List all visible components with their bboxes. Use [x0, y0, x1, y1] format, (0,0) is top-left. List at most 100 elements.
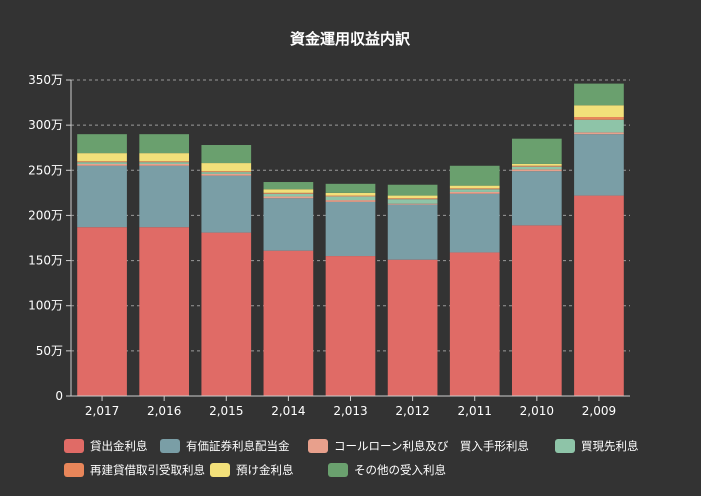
y-tick-label: 350万: [28, 73, 63, 87]
legend-swatch[interactable]: [328, 463, 348, 477]
bar-segment[interactable]: [325, 195, 376, 197]
bar-segment[interactable]: [77, 227, 127, 396]
legend-swatch[interactable]: [64, 439, 84, 453]
bar-segment[interactable]: [77, 163, 127, 166]
legend: 貸出金利息 有価証券利息配当金 コールローン利息及び 買入手形利息 買現先利息再建貸借…: [64, 439, 639, 477]
legend-label[interactable]: コールローン利息及び 買入手形利息: [334, 439, 529, 453]
bar-segment[interactable]: [511, 163, 562, 166]
bar-segment[interactable]: [511, 138, 562, 164]
bar-segment[interactable]: [387, 198, 438, 200]
legend-label[interactable]: その他の受入利息: [354, 463, 446, 477]
bar-segment[interactable]: [511, 171, 562, 226]
bar-segment[interactable]: [201, 145, 252, 164]
bar-segment[interactable]: [387, 259, 438, 396]
bar-segment[interactable]: [77, 162, 127, 164]
bar-segment[interactable]: [201, 232, 252, 396]
bar-segment[interactable]: [325, 192, 376, 196]
bar-segment[interactable]: [574, 195, 624, 396]
bar-segment[interactable]: [574, 132, 624, 135]
bar-segment[interactable]: [263, 193, 314, 197]
legend-label[interactable]: 預け金利息: [236, 463, 294, 477]
bar-segment[interactable]: [139, 162, 190, 164]
bar-segment[interactable]: [387, 203, 438, 205]
x-tick-label: 2,009: [582, 404, 616, 418]
chart-title: 資金運用収益内訳: [290, 30, 411, 48]
x-tick-label: 2,011: [458, 404, 492, 418]
y-tick-label: 200万: [28, 208, 63, 222]
bar-segment[interactable]: [201, 175, 252, 233]
y-tick-label: 0: [55, 389, 63, 403]
bar-segment[interactable]: [387, 199, 438, 204]
legend-swatch[interactable]: [64, 463, 84, 477]
y-tick-label: 250万: [28, 163, 63, 177]
bar-segment[interactable]: [263, 192, 314, 194]
bar-segment[interactable]: [139, 165, 190, 228]
legend-label[interactable]: 有価証券利息配当金: [186, 439, 290, 453]
bar-segment[interactable]: [449, 188, 500, 190]
bar-segment[interactable]: [201, 173, 252, 176]
bar-segment[interactable]: [201, 171, 252, 173]
bar-segment[interactable]: [449, 193, 500, 253]
legend-label[interactable]: 貸出金利息: [90, 439, 148, 453]
bar-segment[interactable]: [325, 183, 376, 193]
bar-segment[interactable]: [139, 227, 190, 396]
bar-segment[interactable]: [325, 256, 376, 396]
y-tick-label: 50万: [36, 344, 63, 358]
bar-segment[interactable]: [77, 161, 127, 163]
bar-segment[interactable]: [139, 161, 190, 163]
bar-segment[interactable]: [574, 134, 624, 196]
bars: [77, 83, 624, 396]
legend-swatch[interactable]: [308, 439, 328, 453]
bar-segment[interactable]: [263, 189, 314, 193]
axes: 0 50万 100万 150万 200万 250万 300万 350万 2,017 2,016 2,…: [28, 73, 630, 418]
bar-segment[interactable]: [387, 184, 438, 196]
bar-segment[interactable]: [574, 105, 624, 118]
bar-segment[interactable]: [77, 153, 127, 162]
y-tick-label: 300万: [28, 118, 63, 132]
bar-segment[interactable]: [77, 165, 127, 228]
legend-swatch[interactable]: [160, 439, 180, 453]
bar-segment[interactable]: [511, 166, 562, 170]
bar-segment[interactable]: [574, 83, 624, 106]
bar-segment[interactable]: [139, 153, 190, 162]
bar-segment[interactable]: [263, 250, 314, 396]
bar-segment[interactable]: [449, 185, 500, 189]
x-tick-label: 2,015: [209, 404, 243, 418]
x-tick-label: 2,013: [333, 404, 367, 418]
x-tick-label: 2,017: [85, 404, 119, 418]
bar-segment[interactable]: [325, 200, 376, 202]
x-tick-label: 2,010: [520, 404, 554, 418]
bar-segment[interactable]: [449, 191, 500, 194]
legend-swatch[interactable]: [555, 439, 575, 453]
bar-segment[interactable]: [449, 165, 500, 186]
bar-segment[interactable]: [574, 119, 624, 133]
bar-segment[interactable]: [511, 225, 562, 396]
bar-segment[interactable]: [263, 198, 314, 251]
bar-segment[interactable]: [139, 163, 190, 166]
x-tick-label: 2,012: [395, 404, 429, 418]
bar-segment[interactable]: [139, 134, 190, 154]
bar-segment[interactable]: [449, 252, 500, 396]
bar-segment[interactable]: [201, 172, 252, 174]
bar-segment[interactable]: [387, 195, 438, 199]
legend-swatch[interactable]: [210, 463, 230, 477]
bar-segment[interactable]: [201, 163, 252, 172]
legend-label[interactable]: 買現先利息: [581, 439, 639, 453]
bar-segment[interactable]: [263, 182, 314, 190]
bar-segment[interactable]: [511, 169, 562, 172]
x-tick-label: 2,014: [271, 404, 305, 418]
bar-segment[interactable]: [263, 196, 314, 199]
bar-segment[interactable]: [387, 204, 438, 260]
x-tick-label: 2,016: [147, 404, 181, 418]
y-tick-label: 150万: [28, 254, 63, 268]
bar-segment[interactable]: [325, 196, 376, 201]
bar-segment[interactable]: [325, 201, 376, 257]
bar-segment[interactable]: [449, 189, 500, 192]
bar-segment[interactable]: [511, 165, 562, 167]
legend-label[interactable]: 再建貸借取引受取利息: [90, 463, 205, 477]
y-tick-label: 100万: [28, 299, 63, 313]
bar-segment[interactable]: [574, 117, 624, 120]
bar-segment[interactable]: [77, 134, 127, 154]
